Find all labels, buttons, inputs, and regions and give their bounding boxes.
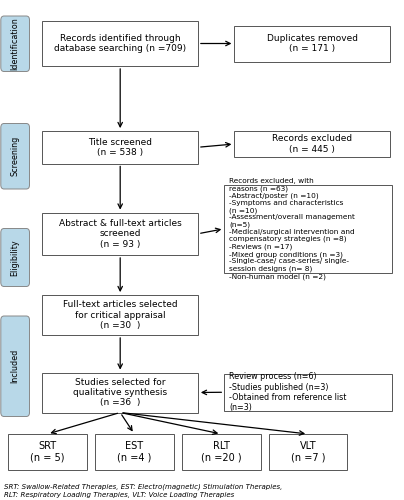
Text: Studies selected for
qualitative synthesis
(n =36  ): Studies selected for qualitative synthes… [73, 378, 167, 408]
FancyBboxPatch shape [269, 434, 347, 470]
FancyBboxPatch shape [234, 26, 390, 62]
FancyBboxPatch shape [224, 185, 392, 272]
FancyBboxPatch shape [42, 131, 198, 164]
Text: Records identified through
database searching (n =709): Records identified through database sear… [54, 34, 186, 53]
Text: Records excluded
(n = 445 ): Records excluded (n = 445 ) [272, 134, 352, 154]
Text: Duplicates removed
(n = 171 ): Duplicates removed (n = 171 ) [267, 34, 358, 53]
Text: Records excluded, with
reasons (n =63)
-Abstract/poster (n =10)
-Symptoms and ch: Records excluded, with reasons (n =63) -… [229, 178, 355, 280]
FancyBboxPatch shape [182, 434, 261, 470]
FancyBboxPatch shape [1, 16, 29, 72]
FancyBboxPatch shape [1, 124, 29, 189]
Text: Eligibility: Eligibility [11, 239, 20, 276]
FancyBboxPatch shape [1, 228, 29, 286]
Text: EST
(n =4 ): EST (n =4 ) [117, 441, 152, 463]
FancyBboxPatch shape [8, 434, 87, 470]
FancyBboxPatch shape [42, 295, 198, 335]
Text: Abstract & full-text articles
screened
(n = 93 ): Abstract & full-text articles screened (… [59, 219, 181, 248]
Text: RLT
(n =20 ): RLT (n =20 ) [201, 441, 242, 463]
FancyBboxPatch shape [42, 372, 198, 412]
FancyBboxPatch shape [1, 316, 29, 416]
FancyBboxPatch shape [42, 212, 198, 255]
FancyBboxPatch shape [95, 434, 174, 470]
Text: Identification: Identification [11, 18, 20, 70]
Text: SRT: Swallow-Related Therapies, EST: Electro(magnetic) Stimulation Therapies,
RL: SRT: Swallow-Related Therapies, EST: Ele… [4, 484, 282, 498]
Text: Full-text articles selected
for critical appraisal
(n =30  ): Full-text articles selected for critical… [63, 300, 177, 330]
Text: SRT
(n = 5): SRT (n = 5) [30, 441, 65, 463]
Text: Review process (n=6)
-Studies published (n=3)
-Obtained from reference list
(n=3: Review process (n=6) -Studies published … [229, 372, 347, 412]
FancyBboxPatch shape [224, 374, 392, 411]
FancyBboxPatch shape [42, 21, 198, 66]
Text: VLT
(n =7 ): VLT (n =7 ) [291, 441, 325, 463]
FancyBboxPatch shape [234, 131, 390, 157]
Text: Screening: Screening [11, 136, 20, 176]
Text: Title screened
(n = 538 ): Title screened (n = 538 ) [88, 138, 152, 157]
Text: Included: Included [11, 349, 20, 384]
